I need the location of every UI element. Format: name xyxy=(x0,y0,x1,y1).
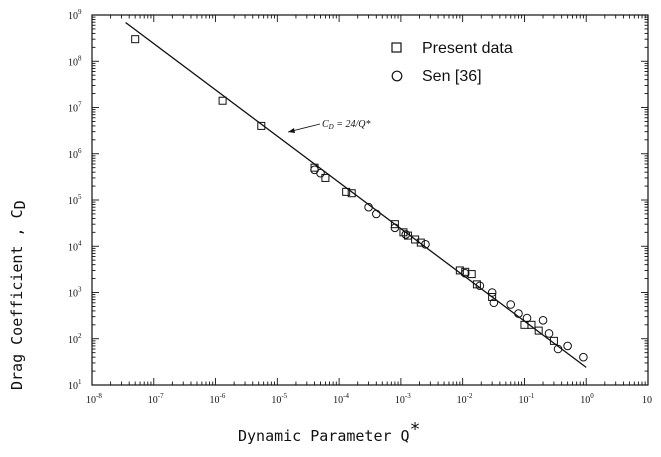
legend-label-sen: Sen [36] xyxy=(422,68,482,85)
point-present-data xyxy=(467,270,476,279)
legend: Present data Sen [36] xyxy=(391,40,513,85)
plot-frame xyxy=(91,14,649,386)
point-sen xyxy=(421,240,430,249)
point-present-data xyxy=(488,292,497,301)
point-sen xyxy=(475,281,485,291)
legend-square-marker xyxy=(391,42,402,53)
point-sen xyxy=(538,316,548,325)
y-axis-title: Drag Coefficient , CD xyxy=(8,200,29,390)
x-tick-label: 10-5 xyxy=(271,392,287,406)
point-sen xyxy=(364,202,373,212)
x-tick-label: 10-4 xyxy=(333,392,349,406)
point-sen xyxy=(514,309,523,318)
y-tick-label: 106 xyxy=(68,147,82,161)
x-tick-label: 10-2 xyxy=(457,392,473,406)
data-points xyxy=(131,35,588,362)
point-sen xyxy=(522,313,532,323)
x-tick-label: 10-8 xyxy=(86,392,102,406)
fit-line xyxy=(125,22,587,368)
x-tick-label: 10-3 xyxy=(395,392,411,406)
point-sen xyxy=(506,300,516,309)
point-sen xyxy=(390,223,400,233)
point-present-data xyxy=(416,238,425,247)
point-sen xyxy=(401,230,411,239)
point-sen xyxy=(579,352,588,362)
point-present-data xyxy=(218,96,227,105)
point-present-data xyxy=(257,121,266,130)
y-tick-label: 104 xyxy=(68,239,82,253)
y-tick-label: 109 xyxy=(68,8,82,22)
point-sen xyxy=(316,168,325,178)
y-tick-label: 102 xyxy=(68,332,82,346)
point-present-data xyxy=(321,173,330,182)
point-present-data xyxy=(347,189,356,198)
y-tick-label: 108 xyxy=(68,54,82,68)
x-tick-label: 10-6 xyxy=(210,392,226,406)
point-sen xyxy=(553,344,563,354)
axis-tick-labels: 10-8 10-7 10-6 10-5 10-4 10-3 10-2 10-1 100 10 101… xyxy=(68,8,652,406)
point-present-data xyxy=(455,266,464,275)
x-tick-label: 100 xyxy=(580,392,594,406)
annotation-text: CD = 24/Q* xyxy=(322,119,370,131)
legend-label-present-data: Present data xyxy=(422,40,513,57)
point-sen xyxy=(563,341,572,351)
y-tick-label: 101 xyxy=(68,378,82,392)
x-axis-title: Dynamic Parameter Q* xyxy=(238,419,420,445)
y-tick-label: 103 xyxy=(68,286,82,300)
x-tick-label: 10-1 xyxy=(518,392,534,406)
point-present-data xyxy=(342,187,351,196)
axis-ticks xyxy=(91,15,648,386)
point-sen xyxy=(372,209,381,219)
legend-circle-marker xyxy=(391,70,403,82)
point-present-data xyxy=(549,336,558,345)
point-present-data xyxy=(527,320,536,329)
point-present-data xyxy=(534,326,543,335)
point-sen xyxy=(544,329,554,338)
fit-annotation: CD = 24/Q* xyxy=(287,119,370,133)
point-sen xyxy=(487,288,497,297)
y-tick-label: 107 xyxy=(68,101,82,115)
point-sen xyxy=(460,269,470,278)
x-tick-label: 10-7 xyxy=(148,392,164,406)
annotation-arrowhead xyxy=(288,128,295,133)
point-present-data xyxy=(390,220,399,229)
x-tick-label: 10 xyxy=(642,395,652,406)
point-present-data xyxy=(131,35,140,44)
y-tick-label: 105 xyxy=(68,193,82,207)
point-sen xyxy=(489,298,499,308)
